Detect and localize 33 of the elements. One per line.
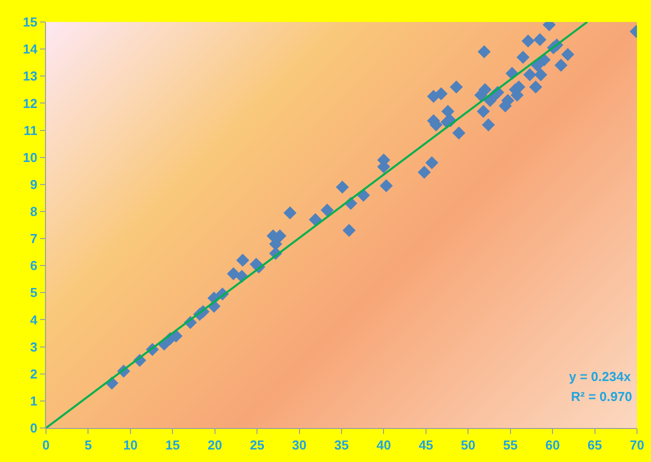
y-tick-label: 9 (30, 176, 38, 192)
y-tick-label: 2 (30, 366, 38, 382)
x-tick-label: 60 (545, 438, 560, 453)
x-tick-label: 30 (292, 438, 307, 453)
y-tick-label: 1 (30, 393, 38, 408)
y-tick-label: 7 (30, 231, 38, 246)
y-tick-label: 15 (22, 14, 38, 30)
annotation: R² = 0.970 (571, 389, 632, 404)
x-tick-label: 20 (208, 438, 222, 453)
x-tick-label: 25 (250, 438, 264, 453)
y-tick-label: 4 (30, 312, 38, 328)
y-tick-label: 13 (22, 68, 38, 84)
y-tick-label: 11 (24, 122, 38, 138)
y-tick-label: 6 (30, 258, 38, 274)
y-tick-label: 8 (30, 204, 38, 220)
x-tick-label: 15 (165, 438, 180, 453)
x-tick-label: 40 (376, 438, 391, 453)
x-tick-label: 50 (460, 438, 476, 453)
annotation: y = 0.234x (569, 369, 632, 384)
x-tick-label: 35 (334, 438, 349, 453)
y-tick-label: 10 (22, 150, 38, 165)
y-tick-label: 0 (30, 420, 38, 436)
y-tick-label: 5 (30, 285, 38, 300)
x-tick-label: 5 (84, 438, 92, 453)
x-tick-label: 10 (123, 438, 138, 453)
x-tick-label: 0 (42, 438, 50, 453)
x-tick-label: 65 (588, 438, 602, 453)
x-tick-label: 55 (503, 438, 518, 453)
x-tick-label: 70 (630, 438, 644, 453)
y-tick-label: 3 (30, 339, 38, 354)
y-tick-label: 14 (22, 42, 38, 57)
y-tick-label: 12 (22, 96, 38, 111)
x-tick-label: 45 (418, 438, 434, 453)
